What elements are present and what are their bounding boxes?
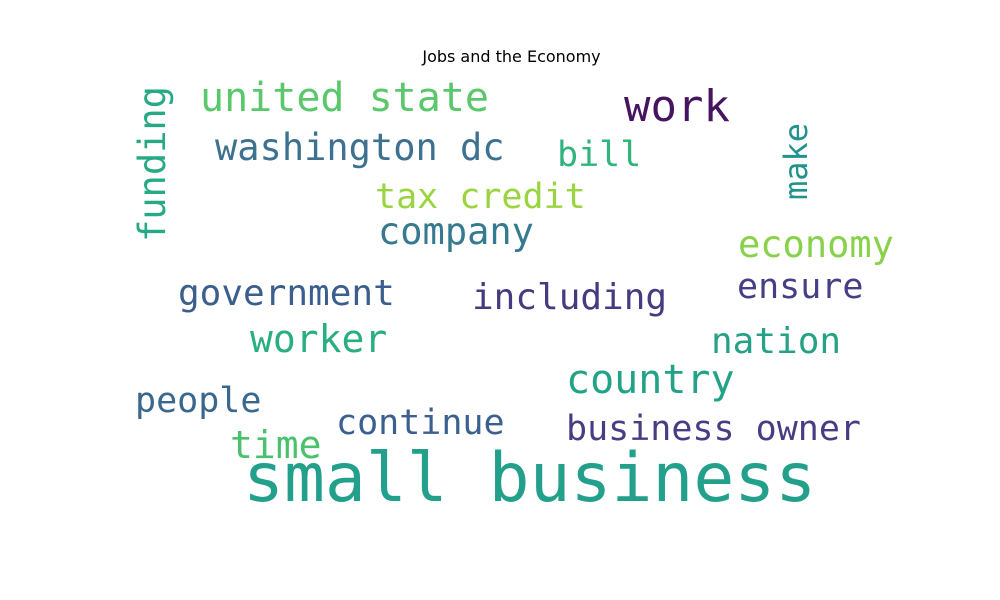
word-business-owner: business owner bbox=[566, 409, 862, 449]
word-people: people bbox=[135, 381, 262, 421]
word-small-business: small business bbox=[243, 439, 817, 518]
word-tax-credit: tax credit bbox=[375, 177, 586, 217]
chart-title: Jobs and the Economy bbox=[422, 47, 601, 66]
word-including: including bbox=[472, 277, 668, 318]
word-company: company bbox=[378, 210, 534, 253]
word-ensure: ensure bbox=[737, 267, 864, 307]
word-worker: worker bbox=[250, 317, 388, 361]
word-nation: nation bbox=[711, 321, 842, 362]
word-funding: funding bbox=[131, 86, 174, 242]
word-time: time bbox=[230, 423, 322, 467]
word-make: make bbox=[777, 122, 815, 200]
word-washington-dc: washington dc bbox=[215, 126, 505, 169]
word-continue: continue bbox=[336, 403, 505, 443]
word-country: country bbox=[566, 357, 735, 403]
word-united-state: united state bbox=[200, 75, 489, 121]
word-economy: economy bbox=[738, 223, 894, 266]
word-bill: bill bbox=[557, 135, 642, 175]
word-work: work bbox=[624, 81, 730, 132]
word-government: government bbox=[178, 273, 395, 314]
